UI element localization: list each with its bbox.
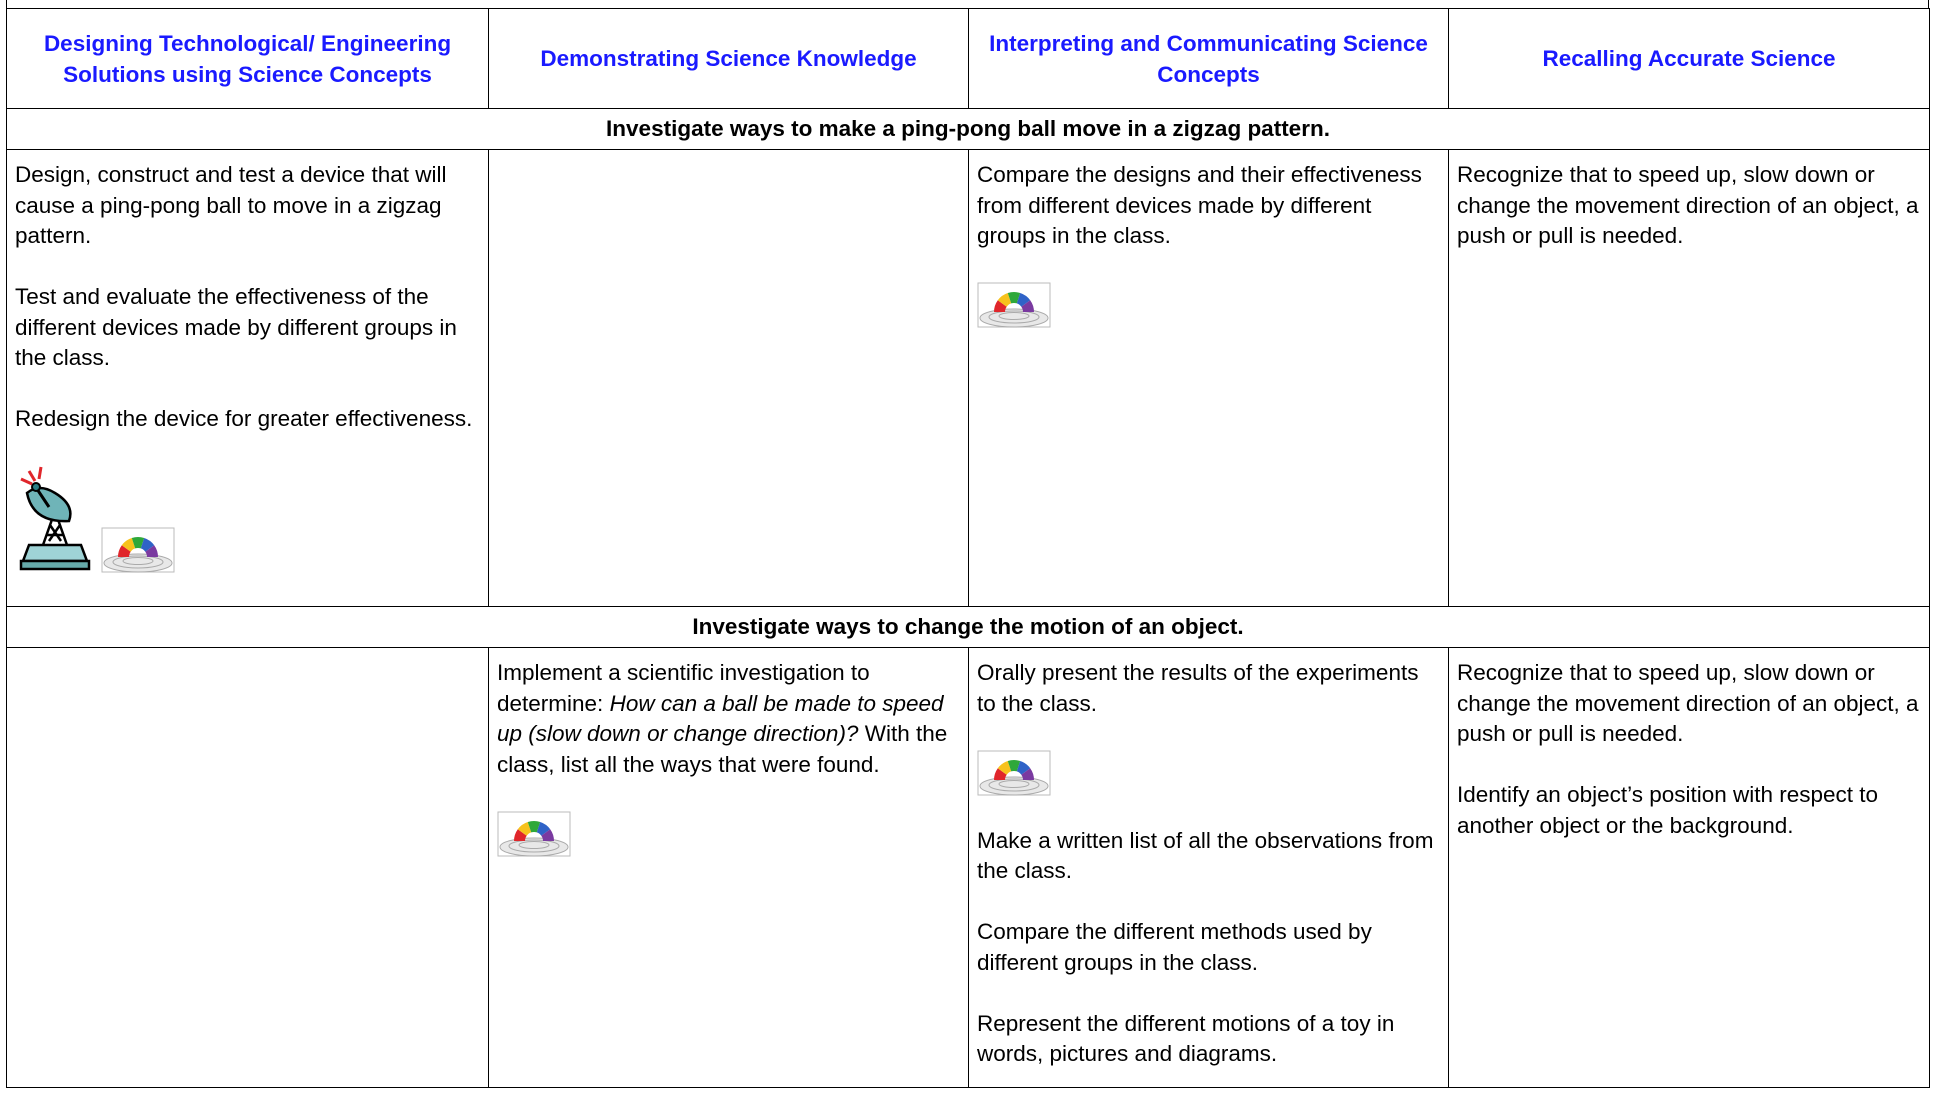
content-row: Implement a scientific investigation to … xyxy=(6,647,1930,1088)
rainbow-icon xyxy=(977,282,1051,328)
table-cell xyxy=(488,149,969,607)
column-header: Demonstrating Science Knowledge xyxy=(488,8,969,109)
cell-text: Recognize that to speed up, slow down or… xyxy=(1457,162,1919,248)
column-header: Recalling Accurate Science xyxy=(1448,8,1930,109)
text-run: With the class, list all the ways that w… xyxy=(497,721,948,777)
table-cell: Compare the designs and their effectiven… xyxy=(968,149,1449,607)
rainbow-icon xyxy=(977,750,1051,796)
table-cell: Recognize that to speed up, slow down or… xyxy=(1448,149,1930,607)
border xyxy=(6,0,7,9)
table-cell xyxy=(6,647,489,1088)
icon-group xyxy=(15,465,480,573)
rainbow-icon xyxy=(101,527,175,573)
border xyxy=(1928,0,1929,9)
table-cell: Design, construct and test a device that… xyxy=(6,149,489,607)
text-run: Implement a scientific investigation to … xyxy=(497,660,870,716)
cell-text: Implement a scientific investigation to … xyxy=(497,658,960,780)
cell-text: Design, construct and test a device that… xyxy=(15,162,447,248)
section-row: Investigate ways to make a ping-pong bal… xyxy=(6,108,1930,150)
content-row: Design, construct and test a device that… xyxy=(6,149,1930,607)
header-row: Designing Technological/ Engineering Sol… xyxy=(6,8,1930,109)
column-header: Interpreting and Communicating Science C… xyxy=(968,8,1449,109)
cell-text: Compare the different methods used by di… xyxy=(977,919,1372,975)
table-cell: Recognize that to speed up, slow down or… xyxy=(1448,647,1930,1088)
cell-text: Identify an object’s position with respe… xyxy=(1457,782,1879,838)
table-cell: Orally present the results of the experi… xyxy=(968,647,1449,1088)
cell-text: Recognize that to speed up, slow down or… xyxy=(1457,660,1919,746)
satellite-icon xyxy=(19,466,91,571)
cell-text: Orally present the results of the experi… xyxy=(977,660,1419,716)
cell-text: Test and evaluate the effectiveness of t… xyxy=(15,284,457,370)
table-cell: Implement a scientific investigation to … xyxy=(488,647,969,1088)
cell-text: Compare the designs and their effectiven… xyxy=(977,162,1422,248)
text-run: How can a ball be made to speed up (slow… xyxy=(497,690,944,747)
column-header: Designing Technological/ Engineering Sol… xyxy=(6,8,489,109)
section-title: Investigate ways to make a ping-pong bal… xyxy=(6,108,1930,150)
standards-table: Designing Technological/ Engineering Sol… xyxy=(6,8,1930,1088)
section-title: Investigate ways to change the motion of… xyxy=(6,606,1930,648)
section-row: Investigate ways to change the motion of… xyxy=(6,606,1930,648)
cell-text: Make a written list of all the observati… xyxy=(977,827,1434,884)
cell-text: Represent the different motions of a toy… xyxy=(977,1010,1395,1067)
rainbow-icon xyxy=(497,811,571,857)
cell-text: Redesign the device for greater effectiv… xyxy=(15,406,473,431)
